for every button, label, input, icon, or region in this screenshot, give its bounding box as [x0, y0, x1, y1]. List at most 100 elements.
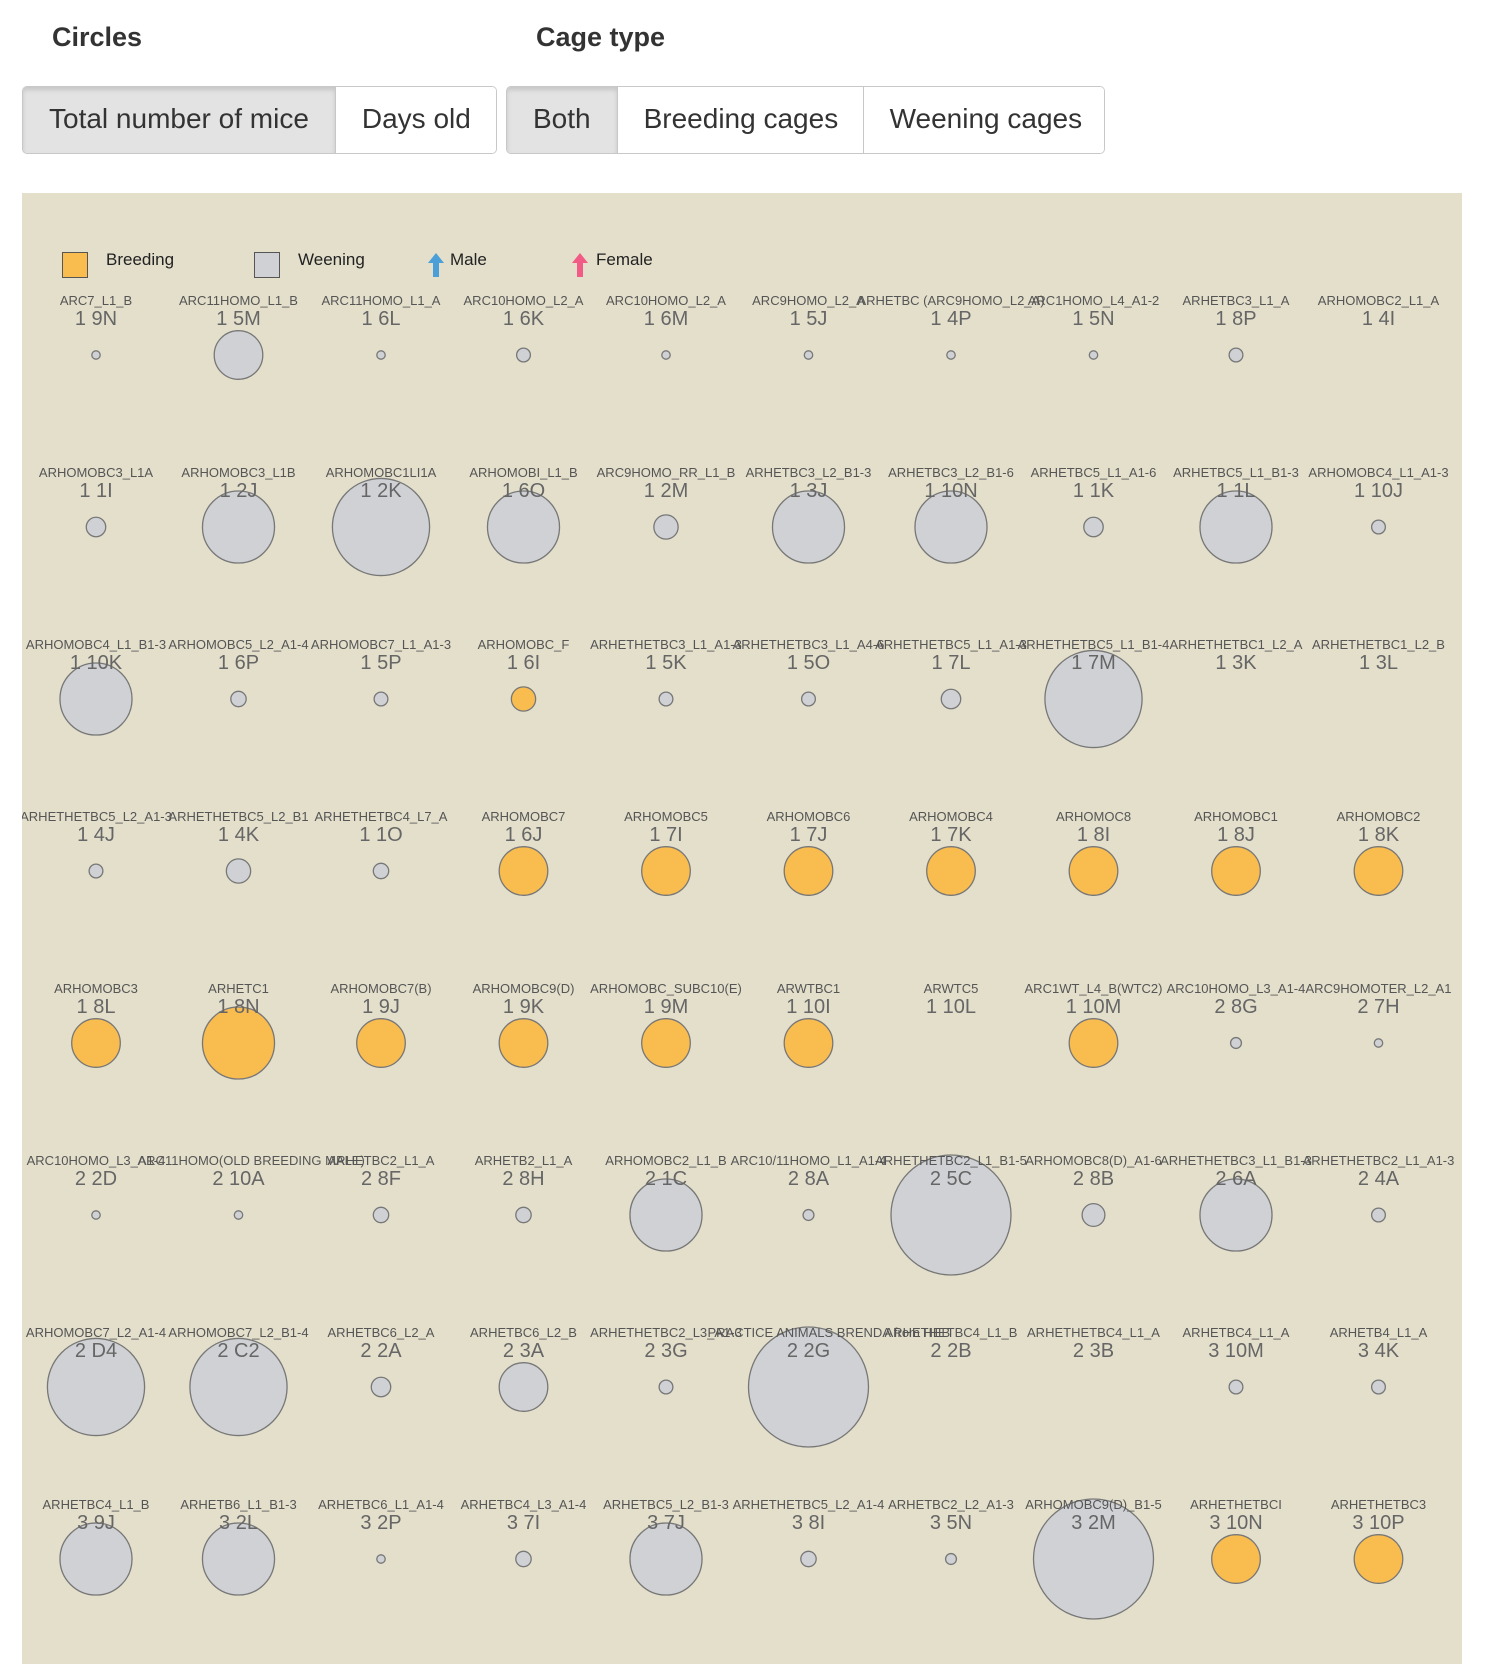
- cage-name: ARHOMOBC7: [481, 809, 566, 824]
- cage-bubble[interactable]: [515, 1206, 532, 1224]
- cage-name: ARC11HOMO(OLD BREEDING MALE): [137, 1153, 365, 1168]
- cage-location: 1 6I: [506, 652, 541, 674]
- total-number-of-mice-button[interactable]: Total number of mice: [23, 87, 336, 153]
- cage-name: ARHOMOBC3_L1A: [38, 465, 154, 480]
- cage-bubble[interactable]: [1083, 516, 1104, 538]
- cage-bubble[interactable]: [515, 1550, 532, 1568]
- cage-location: 2 2B: [930, 1340, 972, 1362]
- cage-bubble[interactable]: [944, 1552, 958, 1566]
- cage-bubble[interactable]: [1353, 846, 1404, 896]
- cage-bubble[interactable]: [926, 846, 976, 896]
- days-old-button[interactable]: Days old: [335, 87, 496, 153]
- cage-bubble[interactable]: [1211, 846, 1261, 896]
- cage-bubble[interactable]: [641, 846, 691, 896]
- cage-bubble[interactable]: [1370, 1379, 1387, 1395]
- legend-female-label: Female: [596, 250, 653, 269]
- male-icon: [428, 253, 444, 277]
- cage-bubble[interactable]: [515, 347, 532, 363]
- cage-bubble[interactable]: [498, 1362, 549, 1412]
- legend-weening-label: Weening: [298, 250, 365, 269]
- cage-bubble[interactable]: [783, 846, 834, 896]
- cage-type-toggle-group: Both Breeding cages Weening cages: [506, 86, 1105, 154]
- cage-bubble[interactable]: [498, 1018, 549, 1068]
- cage-bubble[interactable]: [658, 1379, 674, 1395]
- cage-location: 1 9K: [502, 996, 545, 1018]
- cage-name: ARHETHETBC5_L2_A1-3: [22, 809, 172, 824]
- cage-bubble[interactable]: [1353, 1534, 1404, 1584]
- cage-bubble[interactable]: [1088, 350, 1099, 360]
- cage-bubble[interactable]: [213, 330, 264, 380]
- cage-location: 1 6P: [217, 652, 260, 674]
- cage-location: 3 7J: [647, 1512, 685, 1534]
- cage-bubble[interactable]: [1370, 519, 1387, 535]
- cage-bubble[interactable]: [91, 1210, 101, 1220]
- breeding-cages-button[interactable]: Breeding cages: [617, 87, 864, 153]
- cage-bubble[interactable]: [376, 1554, 386, 1564]
- cage-name: PRACTICE ANIMALS BRENDA from HEB: [707, 1325, 951, 1340]
- cage-bubble[interactable]: [803, 350, 814, 360]
- cage-bubble[interactable]: [225, 858, 252, 884]
- cage-bubble[interactable]: [661, 350, 671, 360]
- cage-location: 2 2G: [786, 1340, 831, 1362]
- cage-location: 3 10N: [1209, 1512, 1263, 1534]
- cage-bubble[interactable]: [373, 691, 389, 707]
- cage-bubble[interactable]: [1228, 347, 1244, 363]
- cage-bubble[interactable]: [510, 686, 537, 712]
- cage-bubble[interactable]: [800, 691, 817, 707]
- cage-bubble[interactable]: [1370, 1207, 1387, 1223]
- cage-bubble[interactable]: [356, 1018, 406, 1068]
- cage-name: ARHOMOBC3_L1B: [181, 465, 296, 480]
- cage-bubble[interactable]: [800, 1550, 817, 1568]
- cage-bubble[interactable]: [370, 1376, 392, 1398]
- cage-location: 2 5C: [929, 1168, 973, 1190]
- cage-location: 1 5J: [789, 308, 828, 330]
- cage-name: ARHETHETBC3_L1_A4-6: [732, 637, 885, 652]
- cage-bubble[interactable]: [71, 1018, 121, 1068]
- cage-location: 1 8K: [1357, 824, 1400, 846]
- cage-location: 1 7K: [930, 824, 972, 846]
- cage-bubble[interactable]: [1081, 1202, 1106, 1228]
- cage-bubble[interactable]: [1068, 1018, 1119, 1068]
- cage-location: 3 9J: [77, 1512, 115, 1534]
- cage-bubble[interactable]: [372, 862, 390, 880]
- cage-bubble[interactable]: [230, 690, 247, 708]
- circles-title: Circles: [52, 22, 143, 52]
- cage-location: 1 5K: [645, 652, 687, 674]
- cage-bubble[interactable]: [1229, 1036, 1243, 1050]
- cage-bubble[interactable]: [233, 1210, 244, 1220]
- cage-bubble[interactable]: [498, 846, 549, 896]
- cage-bubble[interactable]: [653, 514, 679, 540]
- cage-location: 1 6M: [643, 308, 689, 330]
- cage-bubble[interactable]: [946, 350, 956, 360]
- both-button[interactable]: Both: [507, 87, 618, 153]
- cage-bubble[interactable]: [802, 1208, 815, 1222]
- cage-name: ARHETB2_L1_A: [474, 1153, 573, 1168]
- cage-type-title: Cage type: [536, 22, 666, 52]
- cage-location: 1 4P: [930, 308, 972, 330]
- cage-bubble[interactable]: [658, 691, 674, 707]
- cage-bubble[interactable]: [376, 350, 386, 360]
- cage-location: 2 2D: [74, 1168, 118, 1190]
- cage-bubble[interactable]: [1228, 1379, 1244, 1395]
- cage-name: ARHETHETBC1_L2_A: [1169, 637, 1303, 652]
- cage-bubble[interactable]: [641, 1018, 691, 1068]
- cage-name: ARC10HOMO_L3_A1-4: [26, 1153, 166, 1168]
- cage-bubble[interactable]: [372, 1206, 390, 1224]
- weening-swatch: [254, 252, 280, 278]
- cage-location: 1 8J: [1217, 824, 1255, 846]
- cage-name: ARHOMOC8: [1055, 809, 1132, 824]
- cage-bubble[interactable]: [91, 350, 101, 360]
- cage-location: 1 10I: [786, 996, 831, 1018]
- cage-bubble[interactable]: [1211, 1534, 1261, 1584]
- cage-bubble[interactable]: [88, 863, 104, 879]
- cage-location: 1 5P: [360, 652, 402, 674]
- cage-bubble[interactable]: [1373, 1038, 1384, 1048]
- cage-location: 1 6L: [361, 308, 401, 330]
- cage-bubble[interactable]: [940, 688, 962, 710]
- cage-bubble[interactable]: [1068, 846, 1119, 896]
- legend-breeding-label: Breeding: [106, 250, 175, 269]
- cage-bubble[interactable]: [85, 516, 107, 538]
- cage-bubble[interactable]: [783, 1018, 834, 1068]
- weening-cages-button[interactable]: Weening cages: [863, 87, 1104, 153]
- cage-name: ARHETBC3_L2_B1-6: [888, 465, 1014, 480]
